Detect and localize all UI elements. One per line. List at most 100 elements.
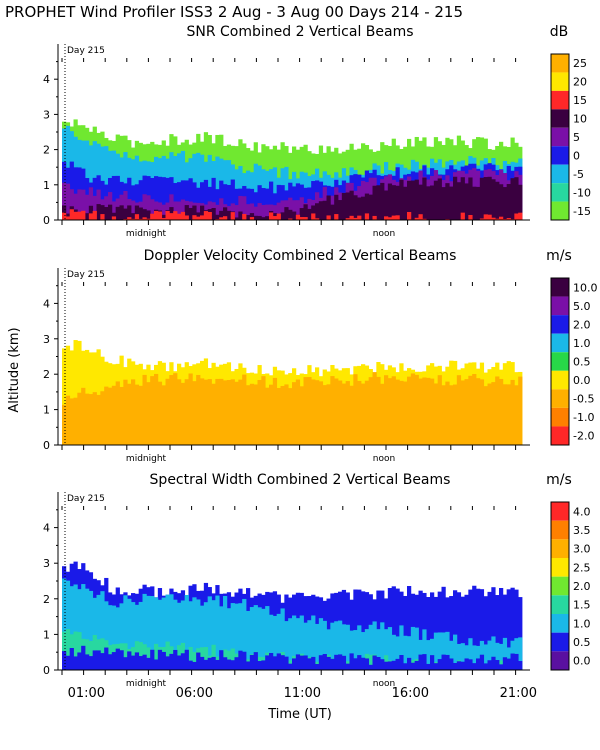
heatmap-cell (81, 645, 86, 670)
heatmap-cell (318, 201, 324, 220)
heatmap-cell (276, 653, 281, 670)
heatmap-cell (62, 578, 67, 670)
y-tick-label: 3 (43, 557, 50, 570)
heatmap-cell (269, 181, 274, 220)
heatmap-cell (196, 652, 201, 670)
heatmap-cell (476, 186, 481, 220)
heatmap-cell (514, 589, 519, 670)
heatmap-cell (92, 597, 97, 670)
heatmap-cell (353, 374, 358, 445)
noon-marker: noon (373, 679, 395, 689)
heatmap-cell (177, 655, 182, 670)
heatmap-cell (88, 187, 94, 220)
heatmap-cell (165, 210, 170, 220)
heatmap-cell (265, 204, 270, 220)
heatmap-cell (192, 205, 197, 220)
heatmap-cell (238, 650, 243, 670)
heatmap-cell (410, 373, 416, 445)
panel-3: Spectral Width Combined 2 Vertical Beams… (43, 472, 591, 689)
heatmap-cell (464, 379, 469, 445)
heatmap-cell (368, 194, 373, 220)
heatmap-cell (157, 211, 163, 220)
heatmap-cell (353, 658, 358, 670)
heatmap-cell (77, 211, 82, 220)
heatmap-cell (468, 214, 473, 220)
heatmap-cell (364, 193, 370, 220)
heatmap-cell (134, 184, 140, 220)
heatmap-cell (349, 385, 354, 445)
heatmap-cell (303, 377, 308, 445)
heatmap-cell (483, 596, 488, 670)
heatmap-cell (104, 601, 109, 670)
heatmap-cell (441, 385, 446, 445)
heatmap-cell (491, 179, 496, 220)
heatmap-cell (391, 660, 396, 670)
heatmap-cell (188, 208, 193, 220)
heatmap-cell (276, 387, 281, 445)
legend-swatch (551, 595, 569, 614)
heatmap-cell (184, 205, 189, 220)
heatmap-cell (487, 214, 492, 220)
heatmap-cell (192, 182, 197, 220)
heatmap-cell (261, 660, 266, 670)
heatmap-cell (384, 629, 389, 670)
noon-marker: noon (373, 229, 395, 239)
heatmap-cell (161, 651, 166, 670)
heatmap-cell (303, 622, 308, 670)
heatmap-cell (65, 655, 71, 670)
heatmap-cell (407, 376, 412, 445)
heatmap-cell (315, 218, 320, 220)
heatmap-cell (207, 379, 212, 445)
heatmap-cell (407, 657, 412, 670)
heatmap-cell (387, 217, 393, 220)
heatmap-cell (491, 656, 496, 670)
heatmap-cell (353, 217, 358, 220)
legend-label: 1.5 (573, 599, 591, 612)
heatmap-cell (384, 661, 389, 670)
heatmap-cell (154, 643, 159, 670)
heatmap-cell (180, 653, 186, 670)
heatmap-cell (215, 214, 220, 220)
heatmap-cell (138, 385, 143, 445)
heatmap-cell (376, 376, 381, 445)
heatmap-cell (307, 620, 312, 670)
heatmap-cell (115, 206, 120, 220)
heatmap-cell (173, 599, 178, 670)
heatmap-cell (65, 216, 71, 220)
heatmap-cell (200, 182, 205, 220)
heatmap-cell (196, 212, 201, 220)
heatmap-cell (284, 384, 289, 445)
heatmap-cell (330, 204, 335, 220)
heatmap-cell (92, 392, 97, 445)
heatmap-cell (161, 385, 166, 445)
heatmap-cell (364, 658, 370, 670)
heatmap-cell (311, 213, 316, 220)
legend-label: 5.0 (573, 300, 591, 313)
heatmap-cell (491, 636, 496, 670)
heatmap-cell (154, 176, 159, 220)
legend-label: 1.0 (573, 617, 591, 630)
heatmap-cell (272, 216, 278, 220)
heatmap-cell (315, 203, 320, 220)
heatmap-cell (157, 599, 163, 670)
heatmap-cell (449, 658, 454, 670)
heatmap-cell (119, 603, 124, 670)
heatmap-cell (131, 200, 136, 220)
heatmap-cell (127, 217, 132, 220)
heatmap-cell (460, 661, 465, 670)
heatmap-cell (184, 594, 189, 670)
heatmap-cell (326, 629, 331, 670)
heatmap-cell (215, 378, 220, 445)
legend-label: 10 (573, 113, 587, 126)
heatmap-cell (510, 653, 515, 670)
heatmap-cell (303, 204, 308, 220)
y-tick-label: 1 (43, 404, 50, 417)
heatmap-cell (203, 211, 209, 220)
heatmap-cell (376, 185, 381, 220)
heatmap-cell (376, 657, 381, 670)
legend-swatch (551, 426, 569, 445)
heatmap-cell (414, 660, 419, 670)
heatmap-cell (81, 189, 86, 220)
heatmap-cell (280, 608, 285, 670)
heatmap-cell (292, 658, 297, 670)
